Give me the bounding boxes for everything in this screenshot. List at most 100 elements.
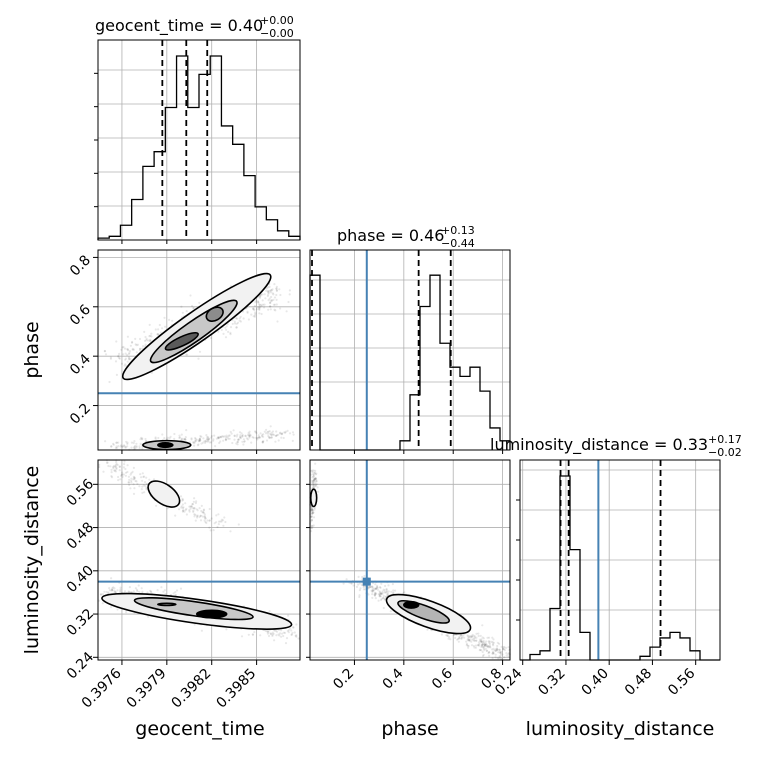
geo-dist-point (146, 591, 149, 594)
geo-dist-point (251, 633, 255, 636)
phase-dist-point (484, 647, 487, 651)
geo-phase-point (232, 429, 235, 432)
phase-dist-point (481, 654, 485, 658)
phase-dist-point (481, 643, 484, 646)
geo-phase-point (180, 305, 183, 308)
geo-phase-point (237, 438, 240, 442)
geo-phase-point (250, 313, 253, 316)
phase-dist-point (459, 634, 462, 637)
phase-dist-point (448, 635, 451, 639)
geo-phase-point (261, 440, 264, 444)
geo-phase-point (255, 432, 258, 435)
phase-dist-point (477, 644, 480, 647)
geo-dist-point (198, 507, 201, 510)
geo-phase-point (231, 322, 234, 325)
geo-phase-point (241, 435, 244, 438)
phase-dist-point (482, 653, 485, 657)
phase-dist-point (350, 582, 353, 585)
phase-dist-point (501, 653, 504, 656)
geo-phase-point (192, 307, 195, 310)
geo-phase-point (235, 317, 239, 320)
geo-phase-point (233, 438, 236, 441)
geo-phase-point (173, 437, 176, 440)
geo-dist-point (145, 482, 148, 485)
phase-dist-xtick-label-2: 0.6 (429, 665, 456, 692)
geo-phase-point (222, 332, 225, 335)
phase-dist-point (465, 642, 468, 646)
geo-phase-point (257, 300, 260, 303)
phase-dist-point (315, 483, 318, 486)
phase-dist-point (378, 595, 381, 598)
geo-phase-point (244, 434, 247, 437)
geo-phase-point (139, 442, 142, 445)
geo-dist-point (203, 519, 206, 522)
geo-phase-point (246, 310, 249, 313)
phase-dist-point (363, 574, 366, 578)
phase-dist-point (386, 593, 389, 596)
geo-phase-point (275, 298, 278, 301)
geo-dist-point (202, 509, 205, 512)
geo-phase-point (248, 430, 251, 433)
phase-dist-point (371, 596, 374, 600)
phase-dist-point (312, 479, 315, 482)
geo-dist-point (142, 475, 145, 478)
phase-dist-point (452, 634, 456, 637)
phase-dist-point (470, 640, 473, 643)
geo-phase-point (258, 296, 262, 299)
phase-dist-point (488, 651, 491, 654)
geo-phase-point (135, 442, 138, 445)
geo-phase-point (260, 303, 263, 306)
phase-dist-point (361, 575, 364, 579)
geo-phase-point (275, 293, 278, 297)
phase-dist-point (310, 527, 313, 530)
geo-phase-point (273, 303, 276, 306)
geo-phase-point (219, 436, 222, 439)
geo-phase-point (150, 335, 153, 338)
geo-dist-point (295, 623, 298, 626)
geo-phase-point (120, 444, 123, 447)
geo-phase-point (263, 303, 266, 306)
phase-dist-point (314, 462, 317, 465)
geo-dist-point (110, 588, 114, 591)
geo-dist-point (204, 517, 207, 520)
geo-phase-point (114, 446, 117, 450)
phase-dist-point (311, 511, 314, 515)
geo-phase-point (206, 440, 209, 443)
phase-dist-point (460, 636, 463, 640)
geo-phase-point (127, 358, 131, 361)
phase-dist-point (494, 648, 497, 651)
geo-dist-point (215, 521, 218, 524)
geo-dist-point (134, 479, 137, 483)
phase-dist-point (469, 636, 472, 639)
dist-hist-xtick-label-4: 0.56 (665, 665, 698, 698)
geo-phase-point (260, 312, 263, 316)
geo-phase-point (193, 444, 196, 447)
geo-dist-point (200, 629, 203, 632)
geo-dist-point (201, 511, 204, 514)
geo-dist-point (124, 467, 127, 471)
phase-dist-point (374, 587, 377, 590)
phase-dist-point (478, 638, 482, 641)
phase-dist-point (312, 481, 315, 485)
geo-phase-point (161, 433, 164, 436)
geo-phase-point (275, 287, 278, 290)
geo-phase-point (263, 306, 266, 309)
geo-phase-point (124, 363, 127, 366)
geo-phase-point (118, 357, 121, 360)
geo-phase-point (236, 433, 239, 436)
geo-phase-point (135, 344, 138, 347)
geo-phase-point (239, 434, 242, 437)
phase-dist-point (375, 587, 378, 590)
phase-dist-point (310, 483, 313, 486)
phase-dist-point (467, 635, 470, 638)
geo-phase-point (220, 435, 223, 438)
geo-phase-point (186, 353, 189, 356)
phase-dist-point (357, 583, 360, 586)
phase-dist-point (487, 651, 491, 654)
geo-dist-point (119, 590, 122, 593)
geo-dist-point (181, 510, 184, 513)
geo-dist-point (215, 514, 218, 517)
geo-phase-point (288, 432, 292, 435)
geo-phase-point (235, 322, 238, 325)
geo-dist-point (195, 500, 198, 503)
